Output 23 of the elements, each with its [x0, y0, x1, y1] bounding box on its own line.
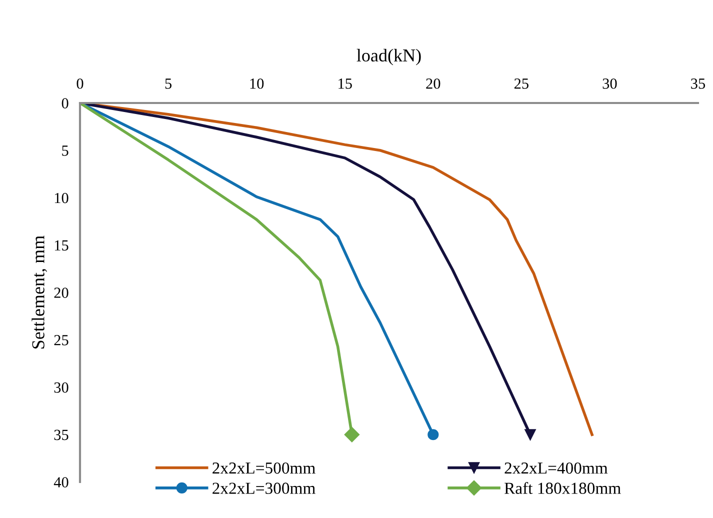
legend-label: 2x2xL=400mm: [504, 462, 608, 474]
x-tick-label: 25: [514, 78, 528, 89]
y-tick-label: 20: [54, 288, 68, 298]
y-tick-label: 5: [62, 146, 68, 156]
y-tick-label: 15: [54, 240, 68, 251]
legend-label: Raft 180x180mm: [504, 482, 621, 494]
x-tick-label: 15: [338, 78, 352, 89]
x-tick-label: 20: [426, 78, 440, 89]
y-tick-label: 0: [62, 98, 68, 108]
y-tick-label: 35: [54, 430, 68, 440]
y-tick-label: 30: [54, 382, 68, 393]
x-tick-label: 0: [76, 78, 84, 89]
legend-label: 2x2xL=300mm: [212, 482, 316, 494]
y-tick-label: 25: [54, 335, 68, 346]
x-tick-label: 35: [691, 78, 706, 89]
x-tick-label: 5: [165, 78, 172, 89]
x-tick-label: 10: [250, 78, 264, 89]
y-tick-label: 10: [54, 192, 68, 204]
legend-label: 2x2xL=500mm: [212, 462, 316, 474]
y-tick-label: 40: [54, 477, 68, 488]
y-axis-title: Settlement, mm: [32, 236, 47, 348]
x-axis-title: load(kN): [356, 48, 421, 66]
x-tick-label: 30: [602, 78, 617, 89]
